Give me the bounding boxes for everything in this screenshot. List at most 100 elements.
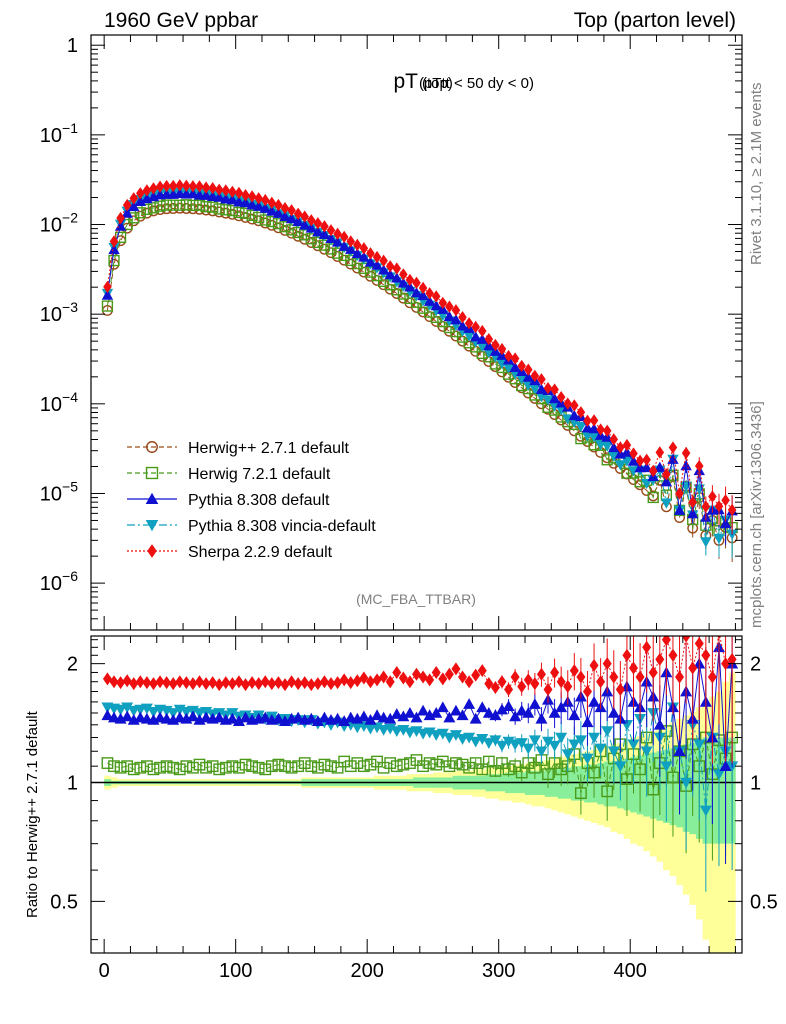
data-point-marker	[627, 739, 640, 751]
data-point-marker	[469, 331, 482, 342]
data-point-marker	[602, 657, 612, 671]
data-point-marker	[193, 199, 206, 211]
data-point-marker	[109, 675, 119, 689]
legend-item: Herwig++ 2.7.1 default	[127, 440, 350, 457]
data-point-marker	[108, 254, 120, 267]
data-point-marker	[509, 361, 521, 373]
data-point-marker	[469, 712, 482, 724]
data-point-marker	[254, 192, 263, 205]
data-point-marker	[727, 503, 737, 517]
data-point-marker	[173, 763, 186, 776]
data-point-marker	[384, 712, 397, 724]
data-point-marker	[510, 670, 520, 684]
data-point-marker	[234, 186, 244, 200]
data-point-marker	[528, 761, 541, 774]
data-point-marker	[464, 675, 474, 689]
rivet-label: Rivet 3.1.10, ≥ 2.1M events	[748, 83, 765, 266]
data-point-marker	[489, 735, 502, 747]
data-point-marker	[412, 667, 421, 681]
data-point-marker	[101, 757, 114, 769]
main-plot-frame	[90, 34, 743, 631]
data-point-marker	[129, 677, 139, 691]
data-point-marker	[338, 240, 350, 251]
data-point-marker	[423, 295, 436, 306]
data-point-marker	[621, 456, 633, 467]
data-point-marker	[648, 464, 658, 478]
data-point-marker	[535, 746, 548, 758]
data-point-marker	[425, 287, 434, 300]
data-point-marker	[103, 280, 112, 294]
data-point-marker	[436, 701, 449, 713]
data-point-marker	[430, 758, 443, 771]
data-point-marker	[266, 215, 278, 228]
ratio-xtick-label: 200	[350, 960, 383, 982]
data-point-marker	[121, 702, 134, 714]
data-point-marker	[253, 211, 265, 224]
legend-label: Herwig 7.2.1 default	[188, 466, 331, 483]
data-point-marker	[213, 203, 225, 215]
data-point-marker	[713, 533, 725, 545]
data-point-marker	[627, 455, 640, 466]
data-point-marker	[180, 760, 193, 773]
data-point-marker	[662, 468, 671, 481]
data-point-marker	[622, 438, 632, 452]
data-point-marker	[167, 708, 180, 719]
data-point-marker	[556, 675, 566, 689]
data-point-marker	[458, 670, 468, 684]
data-point-marker	[239, 711, 252, 723]
data-point-marker	[404, 281, 416, 292]
data-point-marker	[239, 196, 252, 208]
data-point-marker	[234, 675, 244, 689]
data-point-marker	[721, 657, 731, 671]
data-point-marker	[254, 677, 264, 691]
data-point-marker	[509, 710, 522, 722]
data-point-marker	[333, 227, 342, 240]
ratio-xtick-label: 400	[614, 960, 647, 982]
data-point-marker	[417, 289, 429, 301]
data-point-marker	[622, 648, 632, 662]
data-point-marker	[589, 414, 599, 427]
data-point-marker	[339, 230, 349, 244]
data-point-marker	[574, 735, 587, 747]
data-point-marker	[247, 190, 257, 203]
data-point-marker	[660, 476, 673, 487]
data-point-marker	[306, 678, 316, 692]
data-point-marker	[588, 422, 600, 434]
data-point-marker	[653, 718, 666, 730]
data-point-marker	[693, 739, 706, 751]
data-point-marker	[333, 676, 343, 690]
data-point-marker	[398, 671, 408, 685]
data-point-marker	[326, 677, 336, 691]
data-point-marker	[397, 277, 410, 288]
data-point-marker	[640, 746, 653, 758]
data-point-marker	[675, 487, 684, 500]
data-point-marker	[660, 761, 673, 773]
data-point-marker	[463, 331, 475, 342]
data-point-marker	[285, 761, 298, 774]
data-point-marker	[517, 680, 527, 694]
data-point-marker	[517, 359, 526, 373]
data-point-marker	[528, 698, 541, 709]
main-plot: 1 10−1 10−2 10−3 10−4 10−5 10−6 pT (top) (pTtt…	[40, 34, 743, 631]
data-point-marker	[601, 441, 613, 452]
data-point-marker	[489, 709, 502, 721]
data-point-marker	[621, 773, 633, 786]
data-point-marker	[359, 671, 369, 685]
data-point-marker	[476, 763, 489, 776]
data-point-marker	[410, 754, 423, 766]
data-point-marker	[563, 680, 573, 694]
data-point-marker	[267, 677, 277, 691]
data-point-marker	[121, 710, 134, 722]
data-point-marker	[339, 673, 349, 687]
data-point-marker	[642, 453, 651, 466]
data-point-marker	[372, 673, 382, 687]
data-point-marker	[239, 207, 252, 219]
data-point-marker	[121, 207, 133, 218]
data-point-marker	[576, 670, 586, 684]
data-point-marker	[287, 675, 297, 689]
data-point-marker	[476, 341, 488, 353]
data-point-marker	[325, 760, 337, 773]
data-point-marker	[548, 706, 561, 718]
data-point-marker	[673, 745, 686, 757]
data-point-marker	[694, 636, 704, 650]
